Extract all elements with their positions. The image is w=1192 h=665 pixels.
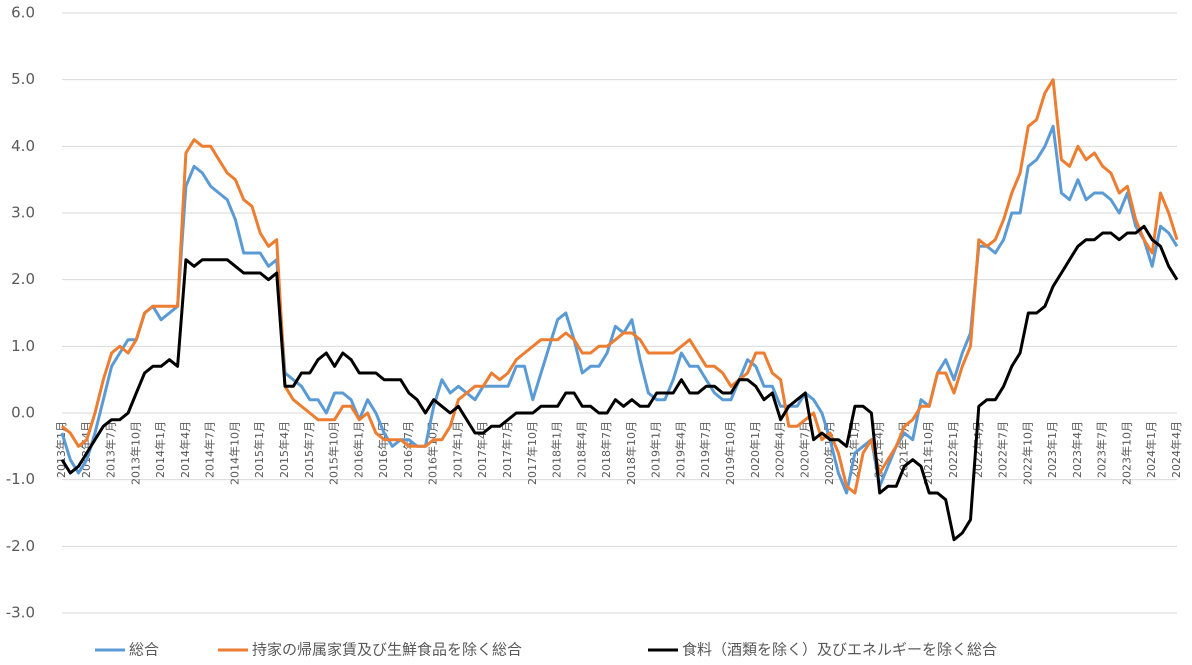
y-tick-label: -3.0 bbox=[6, 604, 35, 622]
x-tick-label: 2016年10月 bbox=[426, 421, 440, 485]
x-tick-label: 2017年1月 bbox=[450, 421, 464, 478]
x-tick-label: 2022年7月 bbox=[996, 421, 1010, 478]
x-tick-label: 2015年4月 bbox=[277, 421, 291, 478]
x-tick-label: 2017年10月 bbox=[525, 421, 539, 485]
legend-label: 総合 bbox=[129, 641, 159, 659]
x-tick-label: 2024年4月 bbox=[1169, 421, 1183, 478]
x-tick-label: 2018年10月 bbox=[624, 421, 638, 485]
y-tick-label: 3.0 bbox=[11, 204, 35, 222]
x-tick-label: 2019年10月 bbox=[723, 421, 737, 485]
series-line bbox=[60, 224, 1179, 542]
x-tick-label: 2016年1月 bbox=[351, 421, 365, 478]
y-tick-label: -1.0 bbox=[6, 470, 35, 488]
x-tick-label: 2014年10月 bbox=[227, 421, 241, 485]
x-tick-label: 2017年7月 bbox=[500, 421, 514, 478]
x-tick-label: 2018年7月 bbox=[599, 421, 613, 478]
x-tick-label: 2015年7月 bbox=[302, 421, 316, 478]
x-tick-label: 2020年1月 bbox=[748, 421, 762, 478]
series-line bbox=[60, 124, 1179, 495]
x-tick-label: 2013年10月 bbox=[128, 421, 142, 485]
x-tick-label: 2018年4月 bbox=[574, 421, 588, 478]
x-tick-label: 2019年7月 bbox=[698, 421, 712, 478]
x-tick-label: 2020年7月 bbox=[797, 421, 811, 478]
x-tick-label: 2022年10月 bbox=[1020, 421, 1034, 485]
x-tick-label: 2022年1月 bbox=[946, 421, 960, 478]
x-tick-label: 2014年1月 bbox=[153, 421, 167, 478]
y-tick-label: 2.0 bbox=[11, 270, 35, 288]
y-tick-label: 0.0 bbox=[11, 404, 35, 422]
y-tick-label: 4.0 bbox=[11, 137, 35, 155]
x-tick-label: 2023年10月 bbox=[1119, 421, 1133, 485]
x-tick-label: 2014年4月 bbox=[178, 421, 192, 478]
x-tick-label: 2014年7月 bbox=[203, 421, 217, 478]
x-tick-label: 2023年4月 bbox=[1070, 421, 1084, 478]
y-tick-label: 6.0 bbox=[11, 4, 35, 22]
x-tick-label: 2021年10月 bbox=[921, 421, 935, 485]
x-tick-label: 2013年7月 bbox=[104, 421, 118, 478]
x-tick-label: 2023年1月 bbox=[1045, 421, 1059, 478]
x-tick-label: 2023年7月 bbox=[1095, 421, 1109, 478]
x-tick-label: 2015年10月 bbox=[327, 421, 341, 485]
x-tick-label: 2017年4月 bbox=[475, 421, 489, 478]
x-tick-label: 2020年4月 bbox=[773, 421, 787, 478]
x-tick-label: 2018年1月 bbox=[550, 421, 564, 478]
legend-label: 持家の帰属家賃及び生鮮食品を除く総合 bbox=[252, 641, 522, 659]
x-tick-label: 2019年1月 bbox=[649, 421, 663, 478]
x-tick-label: 2016年7月 bbox=[401, 421, 415, 478]
legend-label: 食料（酒類を除く）及びエネルギーを除く総合 bbox=[682, 641, 997, 659]
x-tick-label: 2015年1月 bbox=[252, 421, 266, 478]
y-tick-label: 1.0 bbox=[11, 337, 35, 355]
series-line bbox=[61, 78, 1179, 495]
x-tick-label: 2024年1月 bbox=[1144, 421, 1158, 478]
x-tick-label: 2019年4月 bbox=[673, 421, 687, 478]
y-tick-label: -2.0 bbox=[6, 537, 35, 555]
y-tick-label: 5.0 bbox=[11, 70, 35, 88]
